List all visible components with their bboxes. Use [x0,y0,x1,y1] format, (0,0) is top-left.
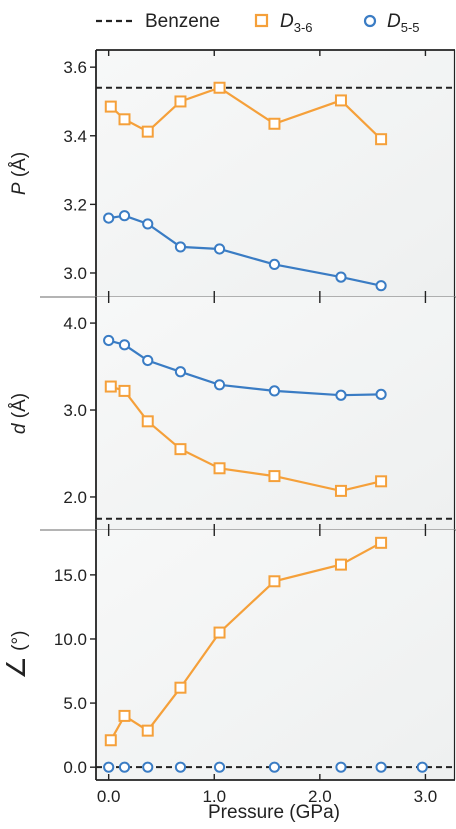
point-d36 [213,81,226,94]
point-d55 [375,761,387,773]
point-d36 [141,415,154,428]
point-d55 [213,761,226,773]
y-tick-label: 3.6 [63,58,87,77]
point-d36 [118,384,131,397]
point-d36 [118,113,131,126]
legend-d55-main: D [387,11,401,32]
legend-d55-label: D5-5 [387,11,420,35]
point-d36 [334,94,347,107]
point-d55 [103,212,115,224]
point-d55 [335,271,347,283]
y-tick-label: 4.0 [63,314,87,333]
panel-centroid-distance: 2.0 3.0 4.0 d (Å) [9,297,456,531]
point-d55 [142,354,154,367]
point-d55 [335,389,347,401]
point-d55 [213,379,226,391]
point-d36 [104,380,117,393]
y-tick-label: 2.0 [63,488,87,507]
point-d36 [213,626,226,639]
legend-d36-marker [254,13,269,28]
point-d36 [104,100,117,113]
y-axis-label-variable: d [9,422,30,434]
legend-d36-label: D3-6 [280,11,313,35]
x-tick-label: 2.0 [308,787,332,806]
point-d55 [103,761,115,773]
point-d55 [375,280,387,292]
y-tick-label: 3.0 [63,401,87,420]
y-tick-label: 15.0 [54,566,87,585]
point-d36 [104,734,117,747]
point-d55 [142,218,154,230]
point-d55 [118,210,131,222]
point-d36 [375,133,388,146]
point-d36 [141,125,154,138]
y-axis-label: d (Å) [9,393,30,434]
y-tick-label: 3.4 [63,127,87,146]
y-tick-label: 10.0 [54,630,87,649]
y-tick-label: 0.0 [63,758,87,777]
x-tick-label: 3.0 [414,787,438,806]
point-d36 [375,536,388,549]
legend-d36-main: D [280,11,294,32]
y-axis-label-unit: (Å) [9,393,30,424]
y-axis-label-variable: ∠ [1,656,31,679]
point-d55 [213,243,226,255]
point-d36 [268,117,281,130]
point-d55 [118,339,131,351]
point-d55 [118,761,131,773]
plot-background [96,297,455,530]
panel-angle: 0.0 5.0 10.0 15.0 ∠ (°) [1,530,456,781]
legend-d36-sub: 3-6 [294,20,313,35]
point-d36 [118,709,131,722]
point-d36 [174,95,187,108]
x-axis-label: Pressure (GPa) [208,802,340,823]
point-d55 [335,761,347,773]
legend-benzene-label: Benzene [145,11,220,32]
point-d36 [268,575,281,588]
x-tick-labels: 0.0 1.0 2.0 3.0 [97,787,437,806]
point-d36 [334,558,347,571]
point-d55 [416,761,428,773]
point-d55 [375,388,387,400]
point-d36 [174,681,187,694]
plot-background [96,530,455,780]
point-d55 [268,385,281,397]
legend-d55-marker [363,14,377,28]
legend-d55-sub: 5-5 [401,20,420,35]
y-tick-label: 3.2 [63,195,87,214]
point-d36 [213,462,226,475]
y-tick-label: 3.0 [63,264,87,283]
point-d55 [268,761,281,773]
y-axis-label: P (Å) [9,152,30,195]
point-d36 [174,443,187,456]
y-axis-label: ∠ (°) [1,631,31,680]
panel-interplanar-distance: 3.0 3.2 3.4 3.6 P (Å) [9,49,456,298]
point-d55 [174,241,187,253]
point-d55 [142,761,154,773]
point-d55 [268,258,281,271]
point-d36 [334,484,347,497]
x-tick-label: 1.0 [202,787,226,806]
point-d55 [174,366,187,378]
plot-background [96,50,455,297]
legend: Benzene D3-6 D5-5 [96,11,420,35]
point-d36 [141,724,154,737]
y-axis-label-unit: (Å) [9,152,30,183]
y-axis-label-unit: (°) [9,631,30,657]
point-d55 [103,334,115,347]
y-tick-label: 5.0 [63,694,87,713]
x-tick-label: 0.0 [97,787,121,806]
point-d36 [268,470,281,483]
point-d55 [174,761,187,773]
point-d36 [375,475,388,488]
y-axis-label-variable: P [9,182,30,195]
